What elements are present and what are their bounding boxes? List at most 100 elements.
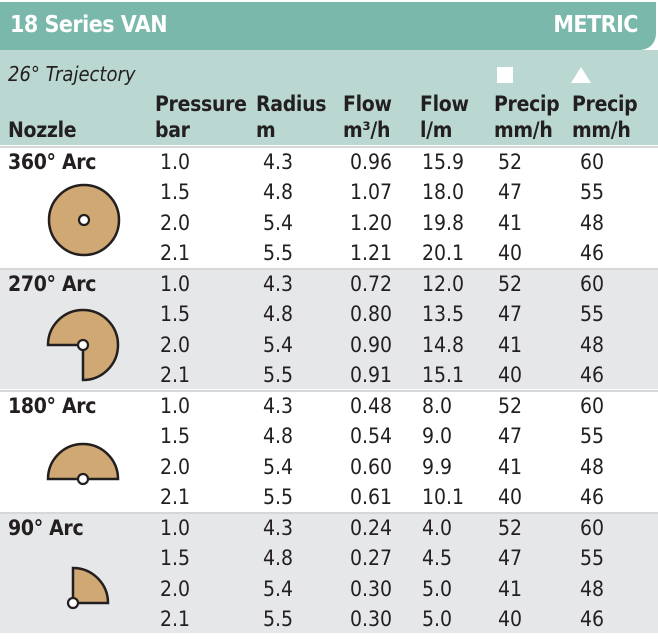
cell-radius: 5.4 <box>263 211 294 235</box>
cell-precip-triangle: 55 <box>580 180 605 204</box>
cell-precip-triangle: 55 <box>580 546 605 570</box>
cell-pressure: 2.0 <box>160 211 191 235</box>
cell-flow-lm: 9.9 <box>422 455 453 479</box>
cell-pressure: 1.0 <box>160 150 191 174</box>
cell-pressure: 1.5 <box>160 180 191 204</box>
header-precip-square: Precip mm/h <box>494 91 560 143</box>
cell-pressure: 2.0 <box>160 577 191 601</box>
cell-flow-lm: 10.1 <box>422 485 465 509</box>
cell-pressure: 1.0 <box>160 516 191 540</box>
cell-pressure: 1.5 <box>160 546 191 570</box>
cell-flow-lm: 18.0 <box>422 180 465 204</box>
header-flow-m3-title: Flow <box>343 92 392 116</box>
cell-flow-m3: 0.48 <box>350 394 393 418</box>
cell-pressure: 2.1 <box>160 241 191 265</box>
nozzle-group: 360° Arc 1.0 4.3 0.96 15.9 52 60 1.5 4.8 1.07 18.0… <box>0 146 658 267</box>
cell-precip-square: 47 <box>498 546 523 570</box>
header-precip-square-unit: mm/h <box>494 118 553 142</box>
cell-radius: 4.3 <box>263 516 294 540</box>
cell-flow-lm: 19.8 <box>422 211 465 235</box>
cell-flow-lm: 5.0 <box>422 577 453 601</box>
header-precip-triangle-title: Precip <box>572 92 638 116</box>
cell-radius: 5.5 <box>263 363 294 387</box>
table-title: 18 Series VAN <box>10 12 168 38</box>
arc-label: 360° Arc <box>8 150 97 174</box>
header-pressure-unit: bar <box>155 118 190 142</box>
cell-precip-square: 41 <box>498 211 523 235</box>
cell-precip-square: 47 <box>498 302 523 326</box>
cell-precip-square: 52 <box>498 516 523 540</box>
cell-precip-triangle: 55 <box>580 302 605 326</box>
cell-flow-lm: 15.9 <box>422 150 465 174</box>
cell-flow-m3: 0.80 <box>350 302 393 326</box>
arc-label: 90° Arc <box>8 516 84 540</box>
cell-radius: 4.8 <box>263 302 294 326</box>
cell-flow-lm: 5.0 <box>422 607 453 631</box>
cell-flow-lm: 9.0 <box>422 424 453 448</box>
cell-precip-triangle: 60 <box>580 272 605 296</box>
cell-pressure: 1.0 <box>160 272 191 296</box>
header-radius-unit: m <box>256 118 276 142</box>
cell-precip-square: 41 <box>498 333 523 357</box>
cell-precip-triangle: 60 <box>580 150 605 174</box>
title-bar: 18 Series VAN METRIC <box>0 2 656 50</box>
cell-radius: 4.3 <box>263 394 294 418</box>
header-pressure-title: Pressure <box>155 92 247 116</box>
cell-flow-lm: 4.5 <box>422 546 453 570</box>
header-flow-lm-unit: l/m <box>420 118 453 142</box>
cell-flow-lm: 8.0 <box>422 394 453 418</box>
nozzle-arc-icon <box>47 183 121 257</box>
cell-radius: 5.4 <box>263 455 294 479</box>
header-flow-m3: Flow m³/h <box>343 91 392 143</box>
cell-radius: 4.3 <box>263 272 294 296</box>
header-flow-m3-unit: m³/h <box>343 118 391 142</box>
cell-flow-lm: 15.1 <box>422 363 465 387</box>
cell-flow-lm: 12.0 <box>422 272 465 296</box>
header-pressure: Pressure bar <box>155 91 247 143</box>
header-flow-lm-title: Flow <box>420 92 469 116</box>
cell-flow-m3: 1.07 <box>350 180 393 204</box>
cell-precip-triangle: 46 <box>580 607 605 631</box>
cell-precip-triangle: 48 <box>580 211 605 235</box>
cell-flow-lm: 13.5 <box>422 302 465 326</box>
header-nozzle: Nozzle <box>8 118 77 142</box>
cell-precip-triangle: 55 <box>580 424 605 448</box>
cell-precip-triangle: 48 <box>580 577 605 601</box>
cell-radius: 5.5 <box>263 241 294 265</box>
cell-flow-m3: 0.30 <box>350 607 393 631</box>
cell-flow-m3: 0.72 <box>350 272 393 296</box>
cell-flow-m3: 0.90 <box>350 333 393 357</box>
cell-flow-m3: 0.30 <box>350 577 393 601</box>
cell-flow-m3: 0.60 <box>350 455 393 479</box>
cell-flow-m3: 0.91 <box>350 363 393 387</box>
cell-radius: 5.5 <box>263 607 294 631</box>
cell-precip-triangle: 60 <box>580 394 605 418</box>
cell-precip-triangle: 60 <box>580 516 605 540</box>
cell-pressure: 2.1 <box>160 607 191 631</box>
square-icon <box>497 67 513 83</box>
arc-label: 270° Arc <box>8 272 97 296</box>
nozzle-arc-icon <box>46 442 120 486</box>
cell-radius: 5.4 <box>263 333 294 357</box>
cell-pressure: 2.0 <box>160 333 191 357</box>
cell-radius: 4.8 <box>263 424 294 448</box>
cell-radius: 4.8 <box>263 546 294 570</box>
cell-precip-square: 52 <box>498 394 523 418</box>
header-precip-square-title: Precip <box>494 92 560 116</box>
cell-flow-m3: 0.61 <box>350 485 393 509</box>
cell-flow-lm: 14.8 <box>422 333 465 357</box>
nozzle-group: 90° Arc 1.0 4.3 0.24 4.0 52 60 1.5 4.8 0.27 4.5 47 5… <box>0 512 658 633</box>
triangle-icon <box>571 67 591 83</box>
cell-precip-square: 40 <box>498 485 523 509</box>
cell-pressure: 1.5 <box>160 424 191 448</box>
cell-pressure: 2.0 <box>160 455 191 479</box>
cell-flow-m3: 0.24 <box>350 516 393 540</box>
cell-precip-square: 40 <box>498 363 523 387</box>
header-radius-title: Radius <box>256 92 327 116</box>
trajectory-label: 26° Trajectory <box>8 62 136 86</box>
cell-radius: 4.3 <box>263 150 294 174</box>
cell-precip-triangle: 46 <box>580 485 605 509</box>
cell-precip-square: 52 <box>498 150 523 174</box>
nozzle-group: 270° Arc 1.0 4.3 0.72 12.0 52 60 1.5 4.8 0.80 13.5… <box>0 268 658 389</box>
